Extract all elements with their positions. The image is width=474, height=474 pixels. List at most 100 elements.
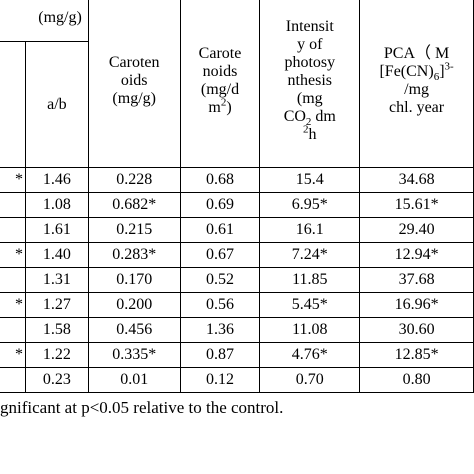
data-row: 0.23 0.01 0.12 0.70 0.80 — [0, 367, 474, 393]
table-cell: 4.76* — [259, 342, 361, 368]
table-cell: 12.85* — [359, 342, 474, 368]
header-sub: 2 — [305, 116, 312, 129]
table-wrap: (mg/g) Caroten oids (mg/g) Carote noids (mg/d m… — [0, 0, 474, 393]
header-line: (mg/g) — [89, 90, 180, 108]
header-line: Intensit — [260, 18, 359, 36]
table-cell: 0.61 — [179, 217, 261, 243]
table-cell: 0.23 — [24, 367, 89, 393]
table-cell: 1.27 — [24, 292, 89, 318]
table-cell: 0.01 — [87, 367, 181, 393]
table-cell: * — [0, 242, 26, 268]
table-cell: 1.08 — [24, 192, 89, 218]
header-text: m — [208, 99, 221, 116]
table-cell: 12.94* — [359, 242, 474, 268]
table-cell: 0.67 — [179, 242, 261, 268]
table-cell: 16.1 — [259, 217, 361, 243]
header-text: chl. year — [389, 99, 445, 116]
table-cell: 0.682* — [87, 192, 181, 218]
header-text: PCA（ M — [383, 45, 450, 62]
header-line: photosy — [260, 54, 359, 72]
header-text: (mg/g) — [112, 90, 156, 107]
header-text: CO — [283, 108, 306, 125]
table-cell: 5.45* — [259, 292, 361, 318]
column-header: PCA（ M [Fe(CN)6]3-/mg chl. year — [359, 0, 474, 168]
table-cell: 1.40 — [24, 242, 89, 268]
header-text: [Fe(CN) — [379, 63, 434, 80]
header-text: h — [308, 126, 317, 143]
table-cell: 0.12 — [179, 367, 261, 393]
table-cell: 34.68 — [359, 167, 474, 193]
header-text: Caroten — [108, 54, 160, 71]
table-cell: 1.61 — [24, 217, 89, 243]
header-line: [Fe(CN)6]3- — [360, 60, 473, 83]
header-line: chl. year — [360, 99, 473, 117]
header-text: Intensit — [285, 18, 334, 35]
data-row: 1.08 0.682* 0.69 6.95* 15.61* — [0, 192, 474, 218]
header-line: Caroten — [89, 54, 180, 72]
header-line: (mg/d — [181, 81, 260, 99]
header-text: Carote — [198, 45, 242, 62]
table-cell — [0, 267, 26, 293]
header-text: ] — [439, 63, 445, 80]
table-cell: 0.69 — [179, 192, 261, 218]
header-cell — [0, 41, 26, 168]
table-cell: 37.68 — [359, 267, 474, 293]
table-cell: 0.215 — [87, 217, 181, 243]
table-cell: 7.24* — [259, 242, 361, 268]
footnote: gnificant at p<0.05 relative to the cont… — [0, 398, 284, 417]
column-header: Carote noids (mg/d m2) — [179, 0, 261, 168]
table-cell: * — [0, 292, 26, 318]
header-line: 2h — [260, 123, 359, 144]
data-row: * 1.40 0.283* 0.67 7.24* 12.94* — [0, 242, 474, 268]
header-text: dm — [311, 108, 336, 125]
column-header: Intensit y of photosy nthesis (mg CO2 dm 2h — [259, 0, 361, 168]
header-text: oids — [120, 72, 148, 89]
header-line: m2) — [181, 96, 260, 117]
table-cell: 0.170 — [87, 267, 181, 293]
table-cell: 0.80 — [359, 367, 474, 393]
table-cell — [0, 367, 26, 393]
table-cell: 0.70 — [259, 367, 361, 393]
header-line: /mg — [360, 81, 473, 99]
table-cell: 15.4 — [259, 167, 361, 193]
table-cell: 30.60 — [359, 317, 474, 343]
table-cell: 1.22 — [24, 342, 89, 368]
table-cell: 0.335* — [87, 342, 181, 368]
header-line: (mg — [260, 90, 359, 108]
data-row: 1.61 0.215 0.61 16.1 29.40 — [0, 217, 474, 243]
header-text: (mg/d — [200, 81, 240, 98]
table-cell: 6.95* — [259, 192, 361, 218]
group-header: (mg/g) — [0, 0, 89, 42]
header-line: nthesis — [260, 72, 359, 90]
table-cell — [0, 192, 26, 218]
header-row: (mg/g) Caroten oids (mg/g) Carote noids (mg/d m… — [0, 0, 474, 168]
header-row: a/b — [0, 41, 474, 168]
table-cell: 0.56 — [179, 292, 261, 318]
table-cell: 0.68 — [179, 167, 261, 193]
table-cell: 0.283* — [87, 242, 181, 268]
header-line: Carote — [181, 45, 260, 63]
table-cell: 0.52 — [179, 267, 261, 293]
column-header: Caroten oids (mg/g) — [87, 0, 181, 168]
table-cell: 0.200 — [87, 292, 181, 318]
table-cell: 0.456 — [87, 317, 181, 343]
header-sup: 3- — [444, 60, 454, 73]
header-sup: 2 — [303, 123, 309, 136]
table-cell: * — [0, 167, 26, 193]
data-row: 1.31 0.170 0.52 11.85 37.68 — [0, 267, 474, 293]
data-row: * 1.27 0.200 0.56 5.45* 16.96* — [0, 292, 474, 318]
header-text: (mg — [296, 90, 323, 107]
table-cell: 11.08 — [259, 317, 361, 343]
table-cell: 1.31 — [24, 267, 89, 293]
table-cell: 16.96* — [359, 292, 474, 318]
table-cell: 11.85 — [259, 267, 361, 293]
header-text: /mg — [404, 81, 430, 98]
table-cell — [0, 217, 26, 243]
header-line: y of — [260, 36, 359, 54]
header-sup: 2 — [220, 96, 227, 109]
sub-header: a/b — [24, 41, 89, 168]
header-text: noids — [202, 63, 238, 80]
table-cell: 1.46 — [24, 167, 89, 193]
table-cell: 29.40 — [359, 217, 474, 243]
data-row: * 1.46 0.228 0.68 15.4 34.68 — [0, 167, 474, 193]
